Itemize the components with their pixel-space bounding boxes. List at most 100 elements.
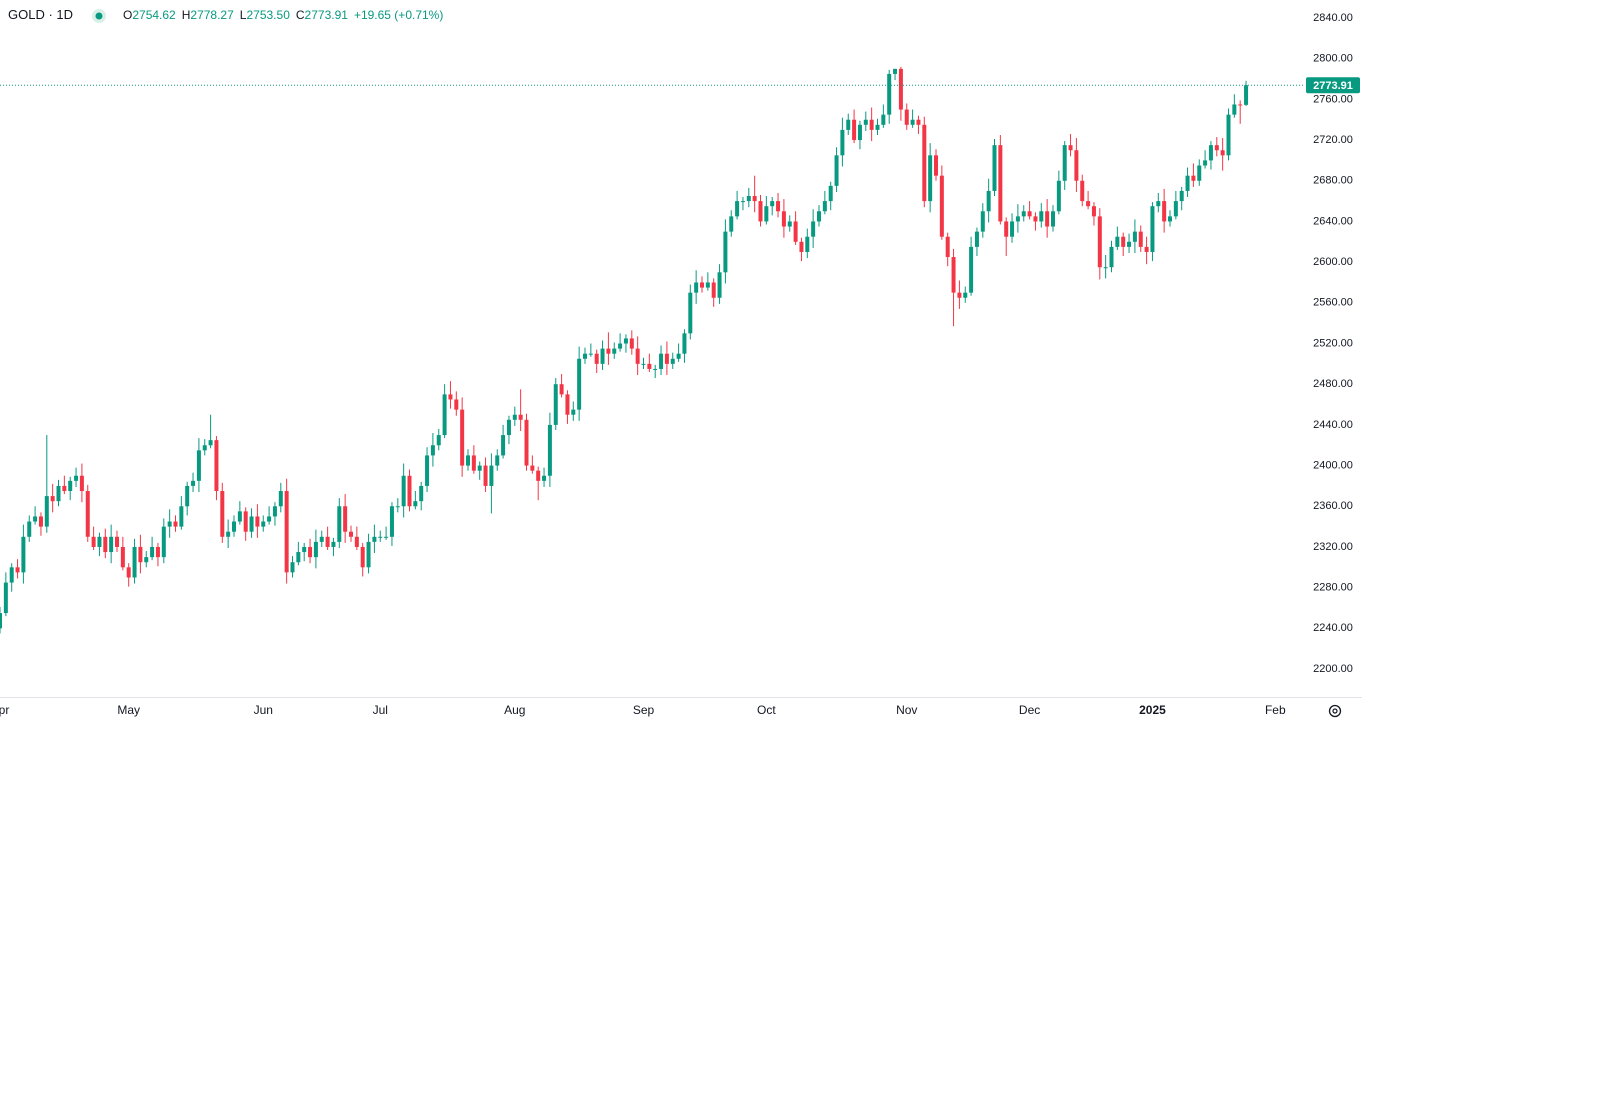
y-tick-label: 2640.00: [1313, 215, 1353, 227]
candle-body: [629, 338, 634, 349]
candle-body: [85, 491, 90, 537]
y-tick-label: 2440.00: [1313, 419, 1353, 431]
candle-body: [1115, 236, 1120, 247]
candle-body: [857, 124, 862, 141]
settings-button[interactable]: [1328, 704, 1342, 718]
candle-body: [717, 272, 722, 298]
candle-body: [319, 536, 324, 542]
candle-body: [524, 419, 529, 466]
candle-body: [1103, 267, 1108, 269]
candle-body: [1045, 211, 1050, 227]
ohlc-letter: L: [240, 8, 247, 22]
candle-body: [752, 196, 757, 202]
candle-body: [401, 475, 406, 507]
candle-body: [419, 485, 424, 502]
candle-body: [296, 552, 301, 563]
candle-body: [594, 353, 599, 364]
candle-body: [887, 73, 892, 115]
candle-body: [998, 145, 1003, 222]
candle-body: [893, 68, 898, 74]
candle-body: [50, 496, 55, 502]
candle-body: [694, 282, 699, 293]
header: GOLD · 1D: [8, 7, 73, 22]
candle-body: [559, 384, 564, 395]
y-tick-label: 2800.00: [1313, 53, 1353, 65]
candle-body: [471, 455, 476, 471]
candle-body: [27, 521, 32, 537]
candle-body: [290, 562, 295, 573]
candle-body: [155, 546, 160, 558]
candle-body: [214, 440, 219, 492]
candle-body: [705, 282, 710, 288]
candle-body: [512, 414, 517, 420]
candle-body: [670, 358, 675, 364]
candle-body: [220, 491, 225, 537]
candle-body: [641, 363, 646, 365]
candle-body: [635, 348, 640, 364]
candle-body: [1068, 145, 1073, 151]
candle-body: [97, 536, 102, 547]
candle-body: [506, 419, 511, 436]
candle-body: [372, 536, 377, 542]
candle-body: [103, 536, 108, 553]
x-tick-label: Oct: [757, 703, 776, 717]
candle-body: [618, 343, 623, 349]
candle-body: [840, 129, 845, 156]
candle-body: [928, 155, 933, 202]
y-tick-label: 2200.00: [1313, 663, 1353, 675]
candle-body: [1197, 165, 1202, 181]
ohlc-values: O2754.62 H2778.27 L2753.50 C2773.91 +19.65 (…: [123, 8, 443, 22]
candle-body: [536, 470, 541, 481]
last-price-label: 2773.91: [1313, 80, 1353, 92]
candle-body: [325, 536, 330, 547]
candle-body: [1015, 216, 1020, 222]
candle-body: [623, 338, 628, 344]
settings-icon-core[interactable]: [1332, 708, 1338, 714]
candle-body: [916, 119, 921, 125]
candle-body: [21, 536, 26, 573]
candle-body: [1226, 114, 1231, 156]
candle-body: [62, 485, 67, 492]
change: +19.65 (+0.71%): [354, 8, 443, 22]
candle-body: [869, 119, 874, 130]
candle-body: [44, 496, 49, 527]
candle-body: [542, 475, 547, 481]
candle-body: [33, 516, 38, 522]
candle-body: [413, 501, 418, 507]
candle-body: [1179, 190, 1184, 202]
candle-body: [986, 190, 991, 212]
candle-body: [208, 440, 213, 446]
candle-body: [1150, 206, 1155, 252]
candle-body: [811, 221, 816, 237]
x-tick-label: Jun: [254, 703, 273, 717]
candle-body: [647, 363, 652, 369]
candle-body: [1086, 201, 1091, 207]
candle-body: [1039, 211, 1044, 222]
candle-body: [249, 516, 254, 532]
candle-body: [746, 196, 751, 202]
candle-body: [1027, 211, 1032, 217]
candle-body: [0, 613, 2, 629]
x-tick-label: Feb: [1265, 703, 1286, 717]
candle-body: [38, 516, 43, 527]
candle-body: [758, 201, 763, 222]
candle-body: [974, 231, 979, 247]
candle-body: [992, 145, 997, 191]
candle-body: [1132, 231, 1137, 242]
candle-body: [389, 506, 394, 537]
candle-body: [571, 409, 576, 415]
status-dot: [95, 12, 103, 20]
candle-body: [735, 201, 740, 217]
settings-icon[interactable]: [1328, 704, 1342, 718]
candle-body: [378, 536, 383, 538]
candle-body: [957, 292, 962, 298]
candle-body: [232, 521, 236, 532]
candle-body: [828, 185, 833, 202]
candle-body: [834, 155, 839, 186]
x-tick-label: Sep: [633, 703, 655, 717]
candle-body: [863, 119, 868, 125]
candle-body: [904, 109, 909, 125]
candle-body: [179, 506, 184, 527]
candle-body: [237, 511, 242, 522]
